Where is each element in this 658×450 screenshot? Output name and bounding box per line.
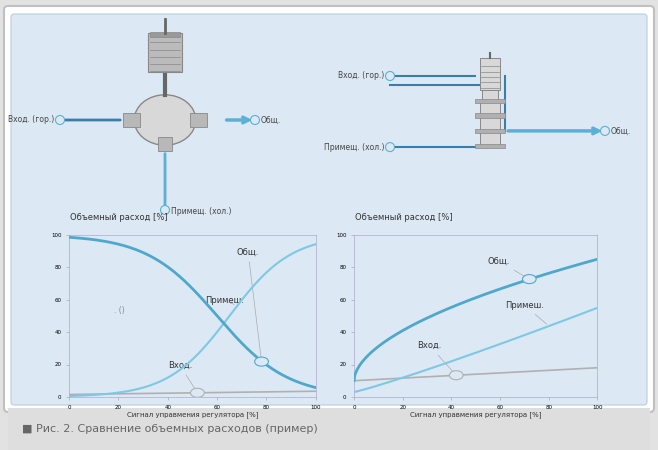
Text: Общ.: Общ.: [611, 126, 631, 135]
Text: Примещ. (хол.): Примещ. (хол.): [171, 207, 232, 216]
Text: Примеш.: Примеш.: [505, 301, 547, 324]
Circle shape: [55, 116, 64, 125]
Circle shape: [191, 388, 204, 397]
Circle shape: [601, 126, 609, 135]
Bar: [480, 100, 500, 116]
Circle shape: [386, 143, 395, 152]
Bar: [474, 129, 505, 133]
Text: . (): . (): [113, 306, 124, 315]
Text: Расходы воды у 3-ходового клапана: Расходы воды у 3-ходового клапана: [82, 387, 268, 397]
Bar: [474, 113, 505, 118]
Bar: [150, 32, 180, 37]
Text: Объемный расход [%]: Объемный расход [%]: [70, 213, 168, 222]
Text: Вход. (гор.): Вход. (гор.): [338, 72, 384, 81]
Bar: [8, 408, 650, 450]
Text: Общ.: Общ.: [488, 257, 527, 278]
FancyBboxPatch shape: [11, 14, 647, 405]
Circle shape: [522, 274, 536, 284]
Bar: [474, 99, 505, 104]
Text: Вход.: Вход.: [417, 341, 455, 373]
Bar: [190, 113, 207, 127]
Bar: [158, 137, 172, 151]
Text: Объемный расход [%]: Объемный расход [%]: [355, 213, 453, 222]
Bar: [123, 113, 139, 127]
X-axis label: Сигнал управмения регулятора [%]: Сигнал управмения регулятора [%]: [127, 411, 258, 418]
Bar: [482, 90, 498, 101]
Text: Вход.: Вход.: [168, 361, 196, 391]
Circle shape: [449, 371, 463, 380]
Text: Расходы воды в системе BOA-Systronic: Расходы воды в системе BOA-Systronic: [390, 387, 590, 397]
Text: ■ Рис. 2. Сравнение объемных расходов (пример): ■ Рис. 2. Сравнение объемных расходов (п…: [22, 424, 318, 434]
Text: Примеш.: Примеш.: [205, 296, 244, 305]
Bar: [474, 144, 505, 148]
Bar: [480, 116, 500, 131]
Text: Общ.: Общ.: [237, 248, 261, 359]
Circle shape: [161, 206, 170, 215]
Circle shape: [251, 116, 259, 125]
Text: Примещ. (хол.): Примещ. (хол.): [324, 143, 384, 152]
Text: Вход. (гор.): Вход. (гор.): [8, 116, 54, 125]
Ellipse shape: [134, 95, 196, 145]
X-axis label: Сигнал управмения регулятора [%]: Сигнал управмения регулятора [%]: [410, 411, 542, 418]
Bar: [148, 33, 182, 72]
Text: Общ.: Общ.: [261, 116, 281, 125]
Bar: [480, 131, 500, 146]
Bar: [480, 58, 500, 90]
Circle shape: [386, 72, 395, 81]
Circle shape: [255, 357, 268, 366]
FancyBboxPatch shape: [4, 6, 654, 412]
